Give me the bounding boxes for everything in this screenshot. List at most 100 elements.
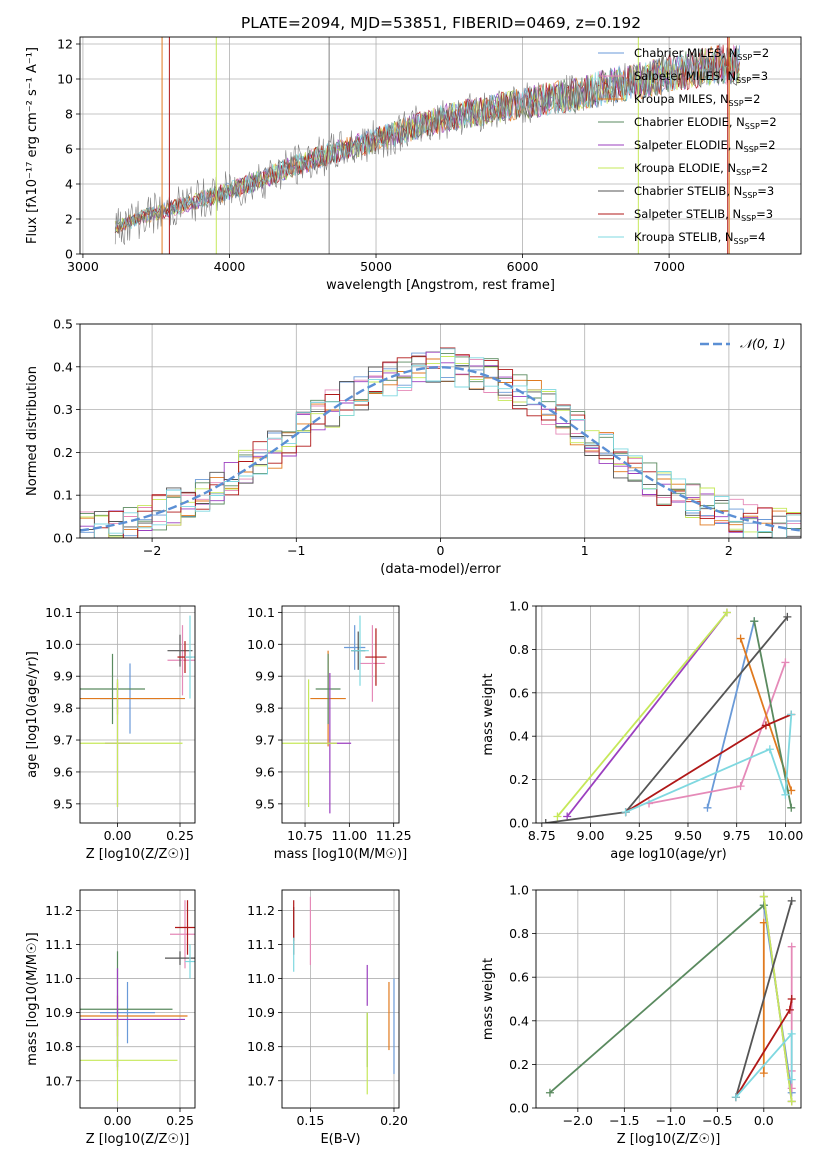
weight-line [762, 896, 793, 1102]
y-tick-label: 10.9 [45, 1005, 73, 1020]
axes-frame [281, 889, 400, 1109]
weight-marker [787, 1097, 796, 1106]
plot-area [80, 615, 195, 808]
y-tick-label: 11.1 [247, 937, 275, 952]
x-tick-label: 0.0 [754, 1113, 774, 1128]
plot-area [541, 608, 796, 823]
y-tick-label: 9.8 [53, 701, 73, 716]
x-tick-label: 5000 [360, 259, 392, 274]
weight-marker [787, 896, 796, 905]
grid [282, 606, 399, 823]
y-tick-label: 10.1 [45, 605, 73, 620]
x-tick-label: 8.75 [528, 828, 556, 843]
x-tick-label: 0.00 [104, 828, 132, 843]
x-tick-label: 2 [725, 543, 733, 558]
x-tick-label: 4000 [214, 259, 246, 274]
x-axis-label: Z [log10(Z/Z☉)] [86, 1132, 190, 1147]
y-tick-label: 0.4 [53, 359, 73, 374]
y-tick-label: 9.6 [255, 764, 275, 779]
y-tick-label: 11.0 [45, 971, 73, 986]
y-axis-label: Flux [fλ10⁻¹⁷ erg cm⁻² s⁻¹ A⁻¹] [25, 47, 40, 244]
plot-area [293, 896, 395, 1095]
weight-line [735, 900, 793, 1098]
x-tick-label: −0.5 [702, 1113, 732, 1128]
y-tick-label: 10.7 [45, 1073, 73, 1088]
y-tick-label: 9.6 [53, 764, 73, 779]
weight-marker [781, 790, 790, 799]
x-tick-label: 3000 [67, 259, 99, 274]
y-tick-label: 4 [65, 177, 73, 192]
weight-marker [750, 617, 759, 626]
x-tick-label: 1 [581, 543, 589, 558]
axes-frame [79, 605, 196, 824]
x-tick-label: 0.25 [166, 828, 194, 843]
chart-mass-vs-EBV: 0.15 0.20 10.7 10.8 10.9 11.0 11.1 11.2 E(B-V) [247, 889, 408, 1147]
x-tick-label: 0 [437, 543, 445, 558]
x-axis-label: (data-model)/error [380, 562, 501, 577]
chart-weight-vs-age: 8.75 9.00 9.25 9.50 9.75 10.00 0.0 0.2 0.4 0.6 0.8… [481, 599, 803, 863]
x-tick-label: 0.25 [166, 1113, 194, 1128]
weight-marker [765, 745, 774, 754]
weight-marker [787, 803, 796, 812]
chart-spectrum: 3000 4000 5000 6000 7000 0 2 4 6 8 10 12 wavelength … [25, 37, 802, 293]
weight-marker [787, 1075, 796, 1084]
grid [536, 605, 801, 824]
x-axis-label: mass [log10(M/M☉)] [274, 847, 407, 862]
axes-frame [281, 605, 400, 824]
charts-layer: 3000 4000 5000 6000 7000024681012wavelength … [25, 37, 803, 1148]
plot-area [80, 347, 801, 538]
x-tick-label: 10.00 [768, 828, 804, 843]
axes-frame [535, 889, 802, 1109]
weight-marker [759, 1069, 768, 1078]
y-tick-label: 11.2 [247, 903, 275, 918]
y-tick-label: 0.6 [509, 970, 529, 985]
y-tick-label: 9.7 [255, 733, 275, 748]
chart-weight-vs-Z: −2.0 −1.5 −1.0 −0.5 0.0 0.0 0.2 0.4 0.6 0.8 1.0 Z [… [481, 883, 802, 1147]
x-tick-label: 7000 [653, 259, 685, 274]
y-tick-label: 10.8 [45, 1039, 73, 1054]
y-tick-label: 0.0 [509, 1101, 529, 1116]
y-tick-label: 12 [57, 37, 73, 52]
axes-frame [79, 889, 196, 1109]
y-axis-label: Normed distribution [25, 366, 40, 496]
weight-marker [621, 808, 630, 817]
x-tick-label: 10.75 [287, 828, 323, 843]
grid [80, 890, 195, 1108]
residual-histogram [80, 361, 801, 538]
chart-mass-vs-Z: 0.00 0.25 10.7 10.8 10.9 11.0 11.1 11.2 Z [log10… [25, 889, 196, 1147]
legend: Chabrier MILES, NSSP=2 Salpeter MILES, NS… [598, 46, 777, 246]
y-axis-label: mass weight [481, 958, 496, 1040]
chart-residuals: −2 −1 0 1 2 0.0 0.1 0.2 0.3 0.4 0.5 (data-model)/er… [25, 317, 802, 577]
legend-entry: Kroupa STELIB, NSSP=4 [634, 230, 765, 246]
weight-marker [759, 892, 768, 901]
x-axis-label: Z [log10(Z/Z☉)] [86, 847, 190, 862]
y-tick-label: 0.0 [53, 531, 73, 546]
x-tick-label: 9.25 [625, 828, 653, 843]
weight-marker [703, 803, 712, 812]
weight-marker [553, 812, 562, 821]
y-tick-label: 10.0 [247, 637, 275, 652]
x-tick-label: −2.0 [563, 1113, 593, 1128]
y-tick-label: 10.9 [247, 1005, 275, 1020]
legend-entry: Kroupa ELODIE, NSSP=2 [634, 161, 768, 177]
y-tick-label: 1.0 [509, 883, 529, 898]
y-tick-label: 11.1 [45, 937, 73, 952]
y-tick-label: 10 [57, 72, 73, 87]
y-tick-label: 0.5 [53, 317, 73, 332]
x-tick-label: 11.00 [331, 828, 367, 843]
weight-marker [545, 1088, 554, 1097]
weight-line [566, 611, 728, 818]
legend-entry: Salpeter ELODIE, NSSP=2 [634, 138, 776, 154]
spectrum-line [114, 45, 740, 230]
x-axis-label: E(B-V) [320, 1132, 360, 1147]
y-tick-label: 10.8 [247, 1039, 275, 1054]
x-axis-label: Z [log10(Z/Z☉)] [617, 1132, 721, 1147]
y-tick-label: 0.6 [509, 685, 529, 700]
weight-marker [783, 612, 792, 621]
y-tick-label: 11.0 [247, 971, 275, 986]
y-tick-label: 9.9 [255, 669, 275, 684]
weight-marker [731, 1093, 740, 1102]
weight-marker [787, 1029, 796, 1038]
chart-age-vs-mass: 10.75 11.00 11.25 9.5 9.6 9.7 9.8 9.9 10.0 10.1 ma… [247, 605, 411, 862]
